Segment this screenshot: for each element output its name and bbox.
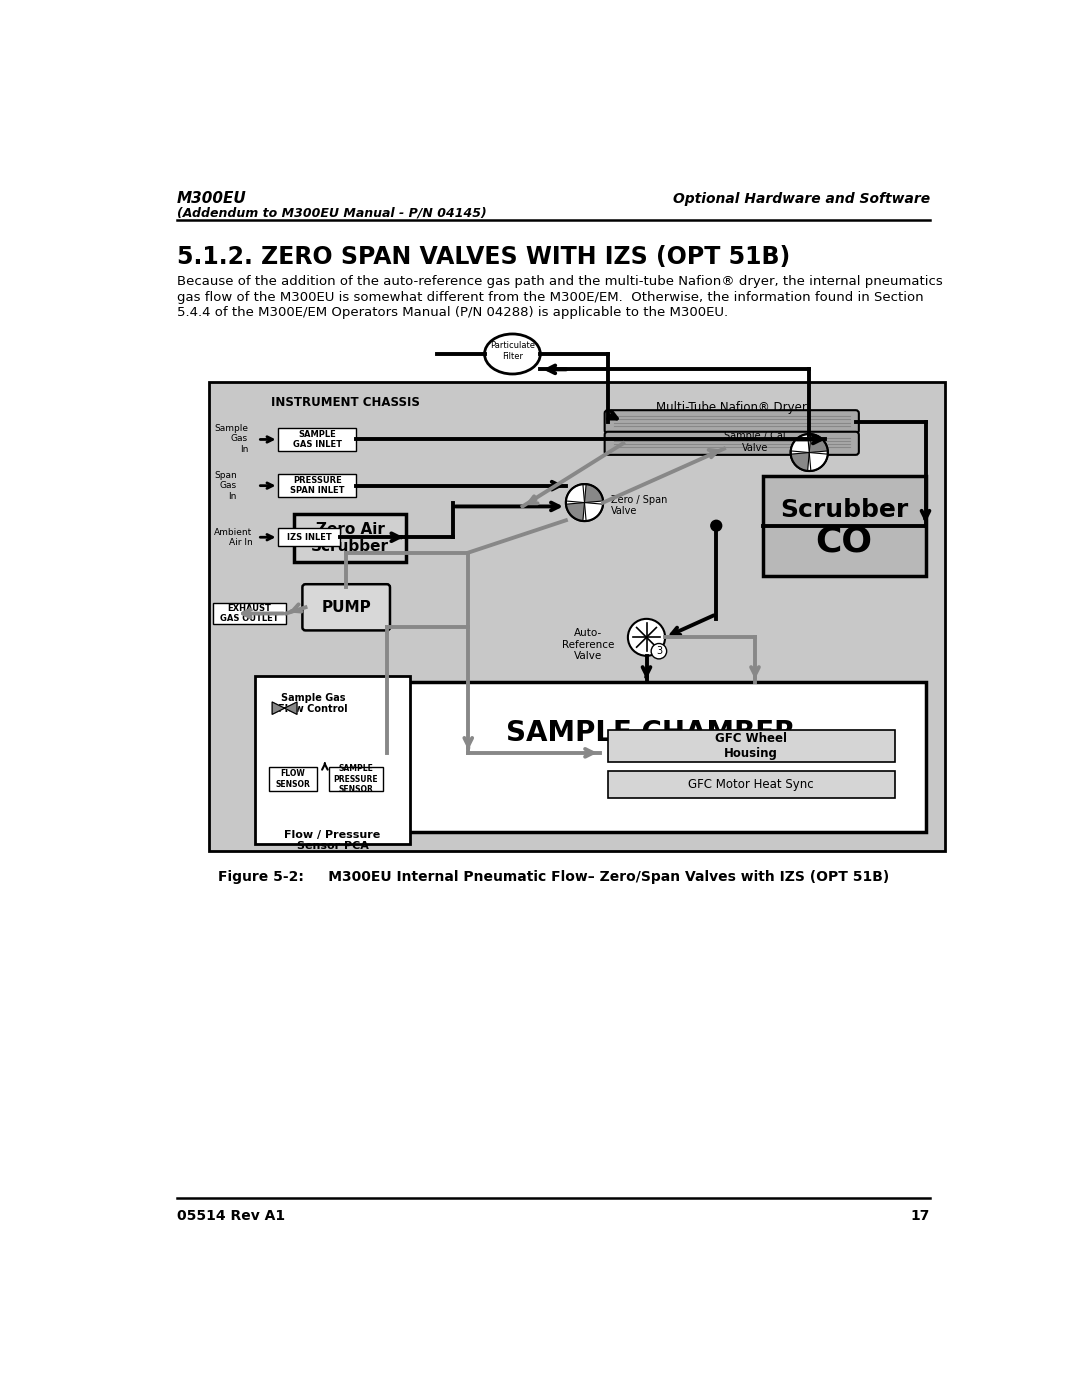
Bar bbox=[279, 427, 356, 451]
Circle shape bbox=[791, 434, 828, 471]
Circle shape bbox=[651, 644, 666, 659]
Wedge shape bbox=[791, 434, 809, 453]
Bar bbox=[608, 771, 894, 798]
Wedge shape bbox=[584, 485, 603, 503]
Text: SAMPLE CHAMBER: SAMPLE CHAMBER bbox=[505, 719, 795, 747]
Text: 05514 Rev A1: 05514 Rev A1 bbox=[177, 1210, 285, 1224]
Text: Particulate
Filter: Particulate Filter bbox=[490, 341, 535, 360]
Bar bbox=[255, 676, 410, 844]
Text: FLOW
SENSOR: FLOW SENSOR bbox=[275, 770, 311, 789]
Wedge shape bbox=[584, 503, 603, 521]
Polygon shape bbox=[284, 703, 297, 714]
Text: 3: 3 bbox=[656, 647, 662, 657]
Polygon shape bbox=[272, 703, 284, 714]
Circle shape bbox=[711, 520, 721, 531]
Text: Flow / Pressure
Sensor PCA: Flow / Pressure Sensor PCA bbox=[284, 830, 381, 851]
Text: IZS INLET: IZS INLET bbox=[287, 532, 332, 542]
Wedge shape bbox=[809, 434, 827, 453]
Text: M300EU: M300EU bbox=[177, 191, 246, 205]
Wedge shape bbox=[809, 453, 827, 471]
Bar bbox=[208, 381, 945, 851]
Text: (Addendum to M300EU Manual - P/N 04145): (Addendum to M300EU Manual - P/N 04145) bbox=[177, 207, 487, 219]
Text: Figure 5-2:     M300EU Internal Pneumatic Flow– Zero/Span Valves with IZS (OPT 5: Figure 5-2: M300EU Internal Pneumatic Fl… bbox=[218, 870, 889, 884]
Text: Scrubber: Scrubber bbox=[780, 499, 908, 522]
Text: GFC Wheel
Housing: GFC Wheel Housing bbox=[715, 732, 787, 760]
FancyBboxPatch shape bbox=[605, 432, 859, 455]
Bar bbox=[328, 767, 383, 791]
Text: EXHAUST
GAS OUTLET: EXHAUST GAS OUTLET bbox=[220, 604, 279, 623]
Wedge shape bbox=[566, 485, 584, 503]
Text: GFC Motor Heat Sync: GFC Motor Heat Sync bbox=[688, 778, 814, 791]
Bar bbox=[213, 602, 286, 624]
Circle shape bbox=[627, 619, 665, 655]
Wedge shape bbox=[566, 503, 584, 521]
Bar bbox=[375, 682, 926, 833]
Bar bbox=[269, 767, 318, 791]
Circle shape bbox=[566, 485, 603, 521]
Text: SAMPLE
GAS INLET: SAMPLE GAS INLET bbox=[293, 430, 341, 450]
Text: Ambient
Air In: Ambient Air In bbox=[214, 528, 253, 548]
Text: Sample Gas
Flow Control: Sample Gas Flow Control bbox=[279, 693, 348, 714]
FancyBboxPatch shape bbox=[605, 411, 859, 433]
Text: 5.4.4 of the M300E/EM Operators Manual (P/N 04288) is applicable to the M300EU.: 5.4.4 of the M300E/EM Operators Manual (… bbox=[177, 306, 728, 320]
Text: PRESSURE
SPAN INLET: PRESSURE SPAN INLET bbox=[289, 476, 345, 496]
Bar bbox=[279, 528, 340, 546]
Text: PUMP: PUMP bbox=[322, 599, 372, 615]
Bar bbox=[279, 474, 356, 497]
Ellipse shape bbox=[485, 334, 540, 374]
Text: 5.1.2. ZERO SPAN VALVES WITH IZS (OPT 51B): 5.1.2. ZERO SPAN VALVES WITH IZS (OPT 51… bbox=[177, 244, 791, 268]
Text: CO: CO bbox=[815, 524, 873, 557]
Text: Auto-
Reference
Valve: Auto- Reference Valve bbox=[563, 629, 615, 661]
Text: Optional Hardware and Software: Optional Hardware and Software bbox=[673, 193, 930, 207]
Bar bbox=[294, 514, 406, 562]
FancyBboxPatch shape bbox=[302, 584, 390, 630]
Text: Zero / Span
Valve: Zero / Span Valve bbox=[611, 495, 667, 517]
Text: INSTRUMENT CHASSIS: INSTRUMENT CHASSIS bbox=[271, 395, 419, 408]
Wedge shape bbox=[791, 453, 809, 471]
Text: Multi-Tube Nafion® Dryer: Multi-Tube Nafion® Dryer bbox=[657, 401, 807, 414]
Text: Sample / Cal
Valve: Sample / Cal Valve bbox=[725, 432, 786, 453]
Bar bbox=[762, 475, 926, 576]
Text: gas flow of the M300EU is somewhat different from the M300E/EM.  Otherwise, the : gas flow of the M300EU is somewhat diffe… bbox=[177, 291, 923, 303]
Text: 17: 17 bbox=[910, 1210, 930, 1224]
Text: Because of the addition of the auto-reference gas path and the multi-tube Nafion: Because of the addition of the auto-refe… bbox=[177, 275, 943, 288]
Text: Sample
Gas
In: Sample Gas In bbox=[214, 423, 248, 454]
Text: SAMPLE
PRESSURE
SENSOR: SAMPLE PRESSURE SENSOR bbox=[334, 764, 378, 793]
Text: Zero Air
Scrubber: Zero Air Scrubber bbox=[311, 522, 389, 555]
Text: Span
Gas
In: Span Gas In bbox=[214, 471, 237, 500]
Bar bbox=[608, 729, 894, 763]
